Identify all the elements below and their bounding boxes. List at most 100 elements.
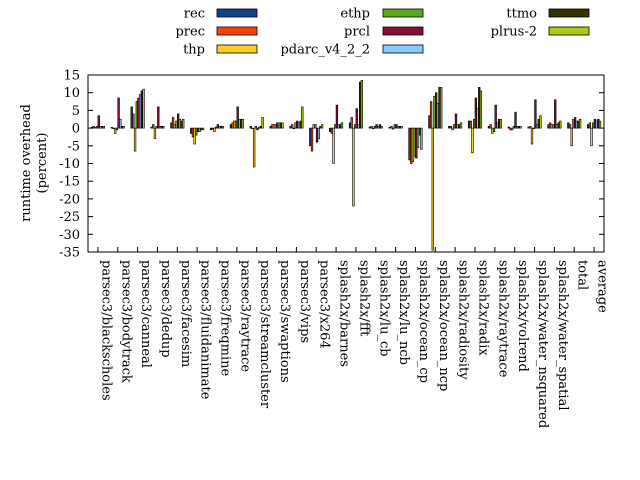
y-tick-label: -5: [67, 139, 80, 154]
bars: [90, 80, 602, 251]
x-tick-label: average: [595, 260, 610, 313]
legend-swatch-prec: [216, 26, 258, 36]
bar-thp-19: [471, 127, 474, 154]
bar-ethp-11: [314, 124, 317, 129]
bar-prec-24: [568, 124, 572, 129]
bar-plrus-2-11: [320, 124, 324, 129]
bar-rec-8: [249, 126, 252, 129]
legend-label-prec: prec: [175, 25, 205, 40]
x-tick-label: splash2x/radix: [476, 260, 491, 356]
bar-thp-5: [193, 127, 196, 145]
x-tick-label: parsec3/x264: [317, 260, 332, 349]
bar-plrus-2-7: [241, 118, 244, 129]
legend-swatch-prcl: [382, 26, 424, 36]
x-tick-label: splash2x/water_nsquared: [535, 260, 550, 428]
legend-label-ethp: ethp: [340, 7, 370, 22]
legend-label-pdarc_v4_2_2: pdarc_v4_2_2: [280, 43, 370, 58]
bar-thp-24: [570, 127, 573, 147]
bar-plrus-2-12: [340, 122, 344, 129]
legend-swatch-pdarc_v4_2_2: [382, 44, 424, 54]
x-tick-label: parsec3/raytrace: [237, 260, 252, 372]
y-tick-label: -30: [59, 228, 80, 243]
bar-plrus-2-22: [539, 115, 542, 129]
x-tick-label: parsec3/fluidanimate: [198, 260, 213, 400]
bar-thp-1: [114, 127, 117, 134]
bar-plrus-2-0: [102, 126, 105, 129]
bar-prec-17: [429, 101, 433, 129]
bar-prec-10: [291, 124, 294, 129]
y-axis: -35 -30 -25 -20 -15 -10 -5 0 5 10 15: [59, 69, 604, 261]
y-axis-label: runtime overhead(percent): [19, 104, 50, 222]
bar-prec-4: [171, 117, 175, 129]
bar-prcl-20: [494, 104, 497, 129]
bar-plrus-2-13: [360, 80, 363, 129]
bar-prcl-1: [117, 97, 120, 129]
legend-label-rec: rec: [184, 7, 205, 22]
y-tick-label: -35: [59, 246, 80, 261]
bar-thp-21: [511, 127, 514, 131]
x-tick-label: parsec3/dedup: [158, 260, 173, 358]
y-tick-label: 10: [63, 86, 80, 101]
bar-plrus-2-17: [440, 87, 443, 129]
x-tick-label: splash2x/ocean_cp: [416, 260, 431, 383]
bar-prec-20: [489, 124, 492, 129]
bar-prcl-7: [236, 106, 239, 129]
bar-thp-22: [530, 127, 534, 145]
bar-plrus-2-8: [261, 117, 264, 129]
bar-plrus-2-14: [380, 126, 383, 129]
bar-ethp-20: [492, 127, 496, 132]
x-tick-label: parsec3/bodytrack: [118, 260, 133, 383]
bar-plrus-2-6: [221, 126, 225, 129]
y-tick-label: 0: [72, 122, 80, 137]
bar-prec-11: [310, 127, 314, 152]
bar-rec-21: [507, 126, 510, 129]
bar-prcl-18: [454, 113, 458, 129]
bar-thp-15: [391, 127, 395, 130]
legend-label-thp: thp: [183, 43, 205, 58]
y-tick-label: 15: [63, 69, 80, 84]
bar-plrus-2-1: [122, 126, 125, 129]
bar-plrus-2-15: [400, 126, 403, 129]
bar-thp-3: [153, 127, 157, 140]
bar-ethp-22: [532, 127, 535, 130]
bar-plrus-2-4: [182, 118, 185, 129]
bar-pdarc_v4_2_2-16: [416, 127, 420, 148]
x-tick-label: splash2x/radiosity: [456, 260, 471, 380]
bar-prcl-0: [97, 115, 100, 129]
bar-prec-14: [370, 126, 373, 129]
bar-plrus-2-9: [281, 122, 284, 129]
legend-label-ttmo: ttmo: [506, 7, 537, 22]
bar-thp-8: [253, 127, 256, 168]
x-tick-label: parsec3/streamcluster: [257, 260, 272, 409]
bar-plrus-2-19: [479, 90, 483, 129]
x-tick-label: splash2x/lu_ncb: [396, 260, 411, 365]
y-tick-label: 5: [72, 104, 80, 119]
bar-thp-18: [451, 127, 454, 131]
bar-plrus-2-5: [201, 127, 205, 131]
bar-ethp-8: [254, 126, 257, 129]
bar-prec-2: [132, 113, 135, 129]
bar-prcl-21: [514, 111, 517, 129]
legend-swatch-thp: [216, 44, 258, 54]
bar-plrus-2-25: [598, 120, 602, 129]
x-tick-label: parsec3/facesim: [178, 260, 193, 367]
bar-thp-14: [372, 127, 375, 130]
y-tick-label: -25: [59, 210, 80, 225]
bar-plrus-2-3: [162, 126, 165, 129]
bar-thp-6: [213, 127, 216, 132]
legend-swatch-rec: [216, 8, 258, 18]
x-tick-label: parsec3/blackscholes: [98, 260, 113, 401]
bar-prec-25: [588, 122, 592, 129]
x-tick-label: splash2x/lu_cb: [376, 260, 391, 357]
bar-prec-13: [350, 117, 353, 129]
bar-thp-12: [332, 127, 335, 164]
legend-swatch-ethp: [382, 8, 424, 18]
bar-plrus-2-23: [559, 120, 562, 129]
bar-plrus-2-2: [142, 88, 145, 129]
bar-prec-15: [390, 126, 393, 129]
y-tick-label: -15: [59, 175, 80, 190]
bar-thp-2: [133, 127, 137, 152]
legend-label-plrus-2: plrus-2: [491, 25, 537, 40]
y-tick-label: -20: [59, 192, 80, 207]
bar-thp-10: [292, 127, 296, 130]
